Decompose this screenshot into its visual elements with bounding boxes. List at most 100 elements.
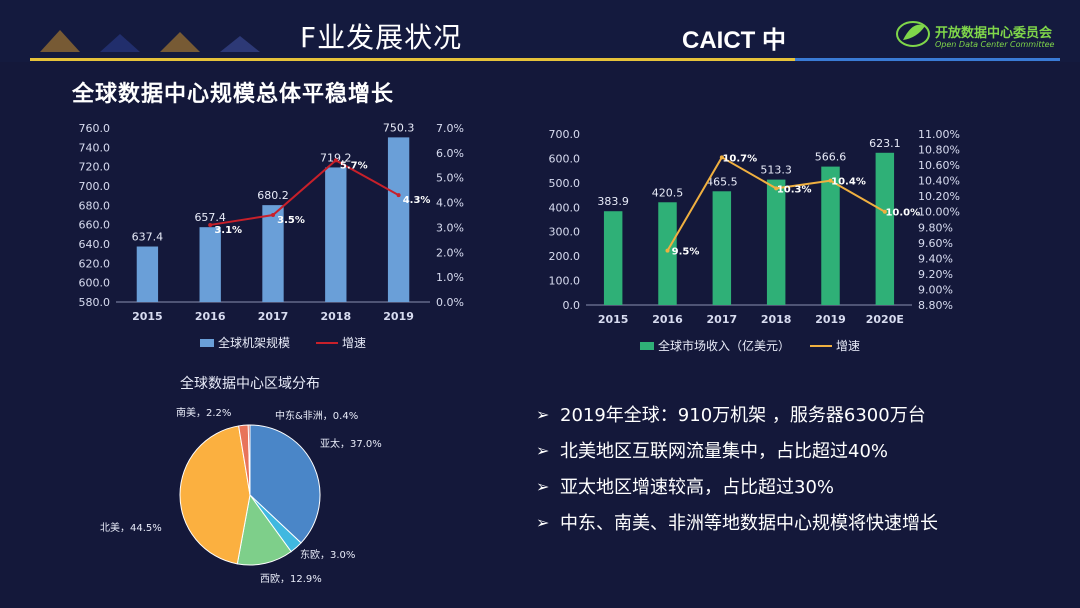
- bullet-text: 中东、南美、非洲等地数据中心规模将快速增长: [560, 513, 938, 534]
- y-tick-label: 640.0: [79, 238, 111, 251]
- legend-label: 全球机架规模: [218, 335, 290, 350]
- y2-tick-label: 5.0%: [436, 172, 464, 185]
- arrow-icon: ➢: [536, 440, 550, 460]
- x-tick-label: 2018: [320, 310, 351, 323]
- bar: [262, 205, 284, 302]
- growth-point: [719, 155, 724, 160]
- bullet-list: ➢ 2019年全球：910万机架 ，服务器6300万台 ➢ 北美地区互联网流量集中，…: [536, 396, 938, 540]
- y-tick-label: 300.0: [549, 226, 581, 239]
- pie-slice: [247, 424, 251, 496]
- growth-label: 10.3%: [777, 184, 812, 195]
- arrow-icon: ➢: [536, 512, 550, 532]
- pie-slice: [179, 425, 251, 565]
- odcc-name-en: Open Data Center Committee: [935, 40, 1055, 49]
- odcc-leaf-icon: [896, 21, 930, 47]
- bar: [712, 191, 732, 305]
- y2-tick-label: 4.0%: [436, 197, 464, 210]
- bullet-text: 亚太地区增速较高，占比超过30%: [560, 477, 835, 498]
- header-divider-accent: [795, 58, 1060, 61]
- y2-tick-label: 10.40%: [918, 175, 960, 188]
- bar: [875, 152, 895, 305]
- y-tick-label: 400.0: [549, 201, 581, 214]
- page-title: F业发展状况: [300, 21, 463, 54]
- growth-label: 3.5%: [277, 215, 305, 226]
- y-tick-label: 0.0: [563, 299, 581, 312]
- legend-swatch-bars: [640, 342, 654, 350]
- x-tick-label: 2019: [383, 310, 414, 323]
- y-tick-label: 660.0: [79, 219, 111, 232]
- y-tick-label: 740.0: [79, 141, 111, 154]
- y2-tick-label: 3.0%: [436, 221, 464, 234]
- x-tick-label: 2016: [195, 310, 226, 323]
- growth-label: 10.4%: [831, 177, 866, 188]
- y-tick-label: 100.0: [549, 275, 581, 288]
- bullet-item: ➢ 北美地区互联网流量集中，占比超过40%: [536, 432, 938, 468]
- arrow-icon: ➢: [536, 404, 550, 424]
- x-tick-label: 2015: [598, 313, 629, 326]
- y2-tick-label: 10.80%: [918, 144, 960, 157]
- y2-tick-label: 10.60%: [918, 159, 960, 172]
- bar: [325, 167, 347, 302]
- bar-value-label: 750.3: [383, 121, 415, 134]
- y2-tick-label: 2.0%: [436, 246, 464, 259]
- legend-swatch-bars: [200, 339, 214, 347]
- y2-tick-label: 8.80%: [918, 299, 953, 312]
- bar: [603, 211, 623, 305]
- y2-tick-label: 9.40%: [918, 252, 953, 265]
- y-tick-label: 620.0: [79, 257, 111, 270]
- bar: [821, 166, 840, 305]
- y-tick-label: 700.0: [79, 180, 111, 193]
- x-tick-label: 2015: [132, 310, 163, 323]
- bar-value-label: 623.1: [869, 137, 901, 150]
- y2-tick-label: 10.00%: [918, 206, 960, 219]
- growth-point: [882, 209, 887, 214]
- bar: [766, 179, 786, 305]
- bar: [387, 137, 410, 302]
- y-tick-label: 600.0: [79, 277, 111, 290]
- x-tick-label: 2017: [707, 313, 738, 326]
- y2-tick-label: 9.00%: [918, 283, 953, 296]
- caict-logo: CAICT 中: [682, 27, 786, 54]
- bar-value-label: 719.2: [320, 151, 352, 164]
- legend-label: 全球市场收入（亿美元）: [658, 338, 790, 353]
- bar: [199, 227, 221, 302]
- growth-point: [774, 186, 779, 191]
- bullet-text: 北美地区互联网流量集中，占比超过40%: [560, 441, 889, 462]
- bar-value-label: 566.6: [815, 151, 847, 164]
- y-tick-label: 500.0: [549, 177, 581, 190]
- section-title: 全球数据中心规模总体平稳增长: [72, 82, 395, 107]
- legend-label: 增速: [342, 336, 366, 350]
- bar: [658, 202, 677, 305]
- pie-label: 中东&非洲，0.4%: [275, 409, 358, 422]
- x-tick-label: 2019: [815, 313, 846, 326]
- pie-label: 南美，2.2%: [176, 406, 231, 419]
- bar-value-label: 513.3: [760, 164, 792, 177]
- bar-value-label: 383.9: [597, 195, 629, 208]
- pie-slice: [236, 493, 292, 566]
- pie-label: 北美，44.5%: [100, 521, 162, 534]
- x-tick-label: 2017: [258, 310, 289, 323]
- x-tick-label: 2020E: [866, 313, 904, 326]
- y2-tick-label: 11.00%: [918, 128, 960, 141]
- bar-value-label: 657.4: [194, 211, 226, 224]
- x-tick-label: 2018: [761, 313, 792, 326]
- pie-slice: [249, 424, 321, 544]
- growth-point: [396, 193, 401, 198]
- rack-scale-chart: 580.0 600.0 620.0 640.0 660.0 680.0 700.0 720.0…: [79, 121, 464, 350]
- bullet-item: ➢ 中东、南美、非洲等地数据中心规模将快速增长: [536, 504, 938, 540]
- y-tick-label: 680.0: [79, 199, 111, 212]
- growth-line: [210, 159, 400, 226]
- growth-label: 9.5%: [672, 247, 700, 258]
- y2-tick-label: 1.0%: [436, 271, 464, 284]
- y-tick-label: 720.0: [79, 161, 111, 174]
- growth-label: 4.3%: [403, 195, 431, 206]
- growth-label: 3.1%: [214, 225, 242, 236]
- pie-label: 亚太，37.0%: [320, 437, 382, 450]
- growth-label: 10.0%: [885, 208, 920, 219]
- y2-tick-label: 10.20%: [918, 190, 960, 203]
- growth-label: 10.7%: [722, 153, 757, 164]
- bar-value-label: 637.4: [132, 231, 164, 244]
- y-tick-label: 580.0: [79, 296, 111, 309]
- bullet-item: ➢ 亚太地区增速较高，占比超过30%: [536, 468, 938, 504]
